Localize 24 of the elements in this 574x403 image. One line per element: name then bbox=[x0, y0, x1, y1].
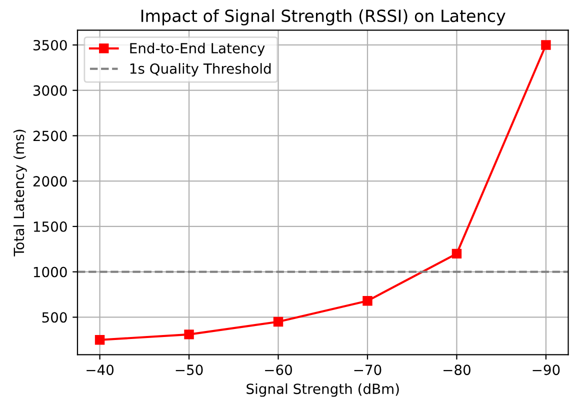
y-tick-label: 3500 bbox=[33, 40, 67, 50]
x-tick-label: −80 bbox=[444, 364, 470, 376]
x-tick-label: −60 bbox=[265, 364, 292, 376]
y-tick-label: 1000 bbox=[34, 266, 67, 278]
x-tick-label: −70 bbox=[354, 364, 382, 376]
legend-label: 1s Quality Threshold bbox=[130, 63, 271, 77]
point bbox=[184, 330, 194, 340]
point bbox=[362, 296, 372, 306]
y-tick-label: 3000 bbox=[33, 85, 67, 96]
x-axis-title: Signal Strength (dBm) bbox=[246, 383, 399, 397]
y-tick-label: 500 bbox=[42, 312, 67, 323]
legend-label: End-to-End Latency bbox=[130, 42, 265, 56]
x-tick-label: −90 bbox=[532, 364, 560, 376]
point bbox=[94, 335, 105, 345]
point bbox=[541, 40, 551, 50]
x-tick-label: −50 bbox=[176, 364, 203, 376]
point bbox=[452, 248, 462, 259]
chart-title: Impact of Signal Strength (RSSI) on Latency bbox=[141, 9, 506, 26]
x-tick-label: −40 bbox=[86, 364, 114, 376]
y-axis-title: Total Latency (ms) bbox=[13, 130, 27, 256]
y-tick-label: 2000 bbox=[33, 176, 67, 187]
point bbox=[273, 316, 284, 327]
y-tick-label: 1500 bbox=[34, 221, 67, 232]
y-tick-label: 2500 bbox=[33, 130, 67, 142]
